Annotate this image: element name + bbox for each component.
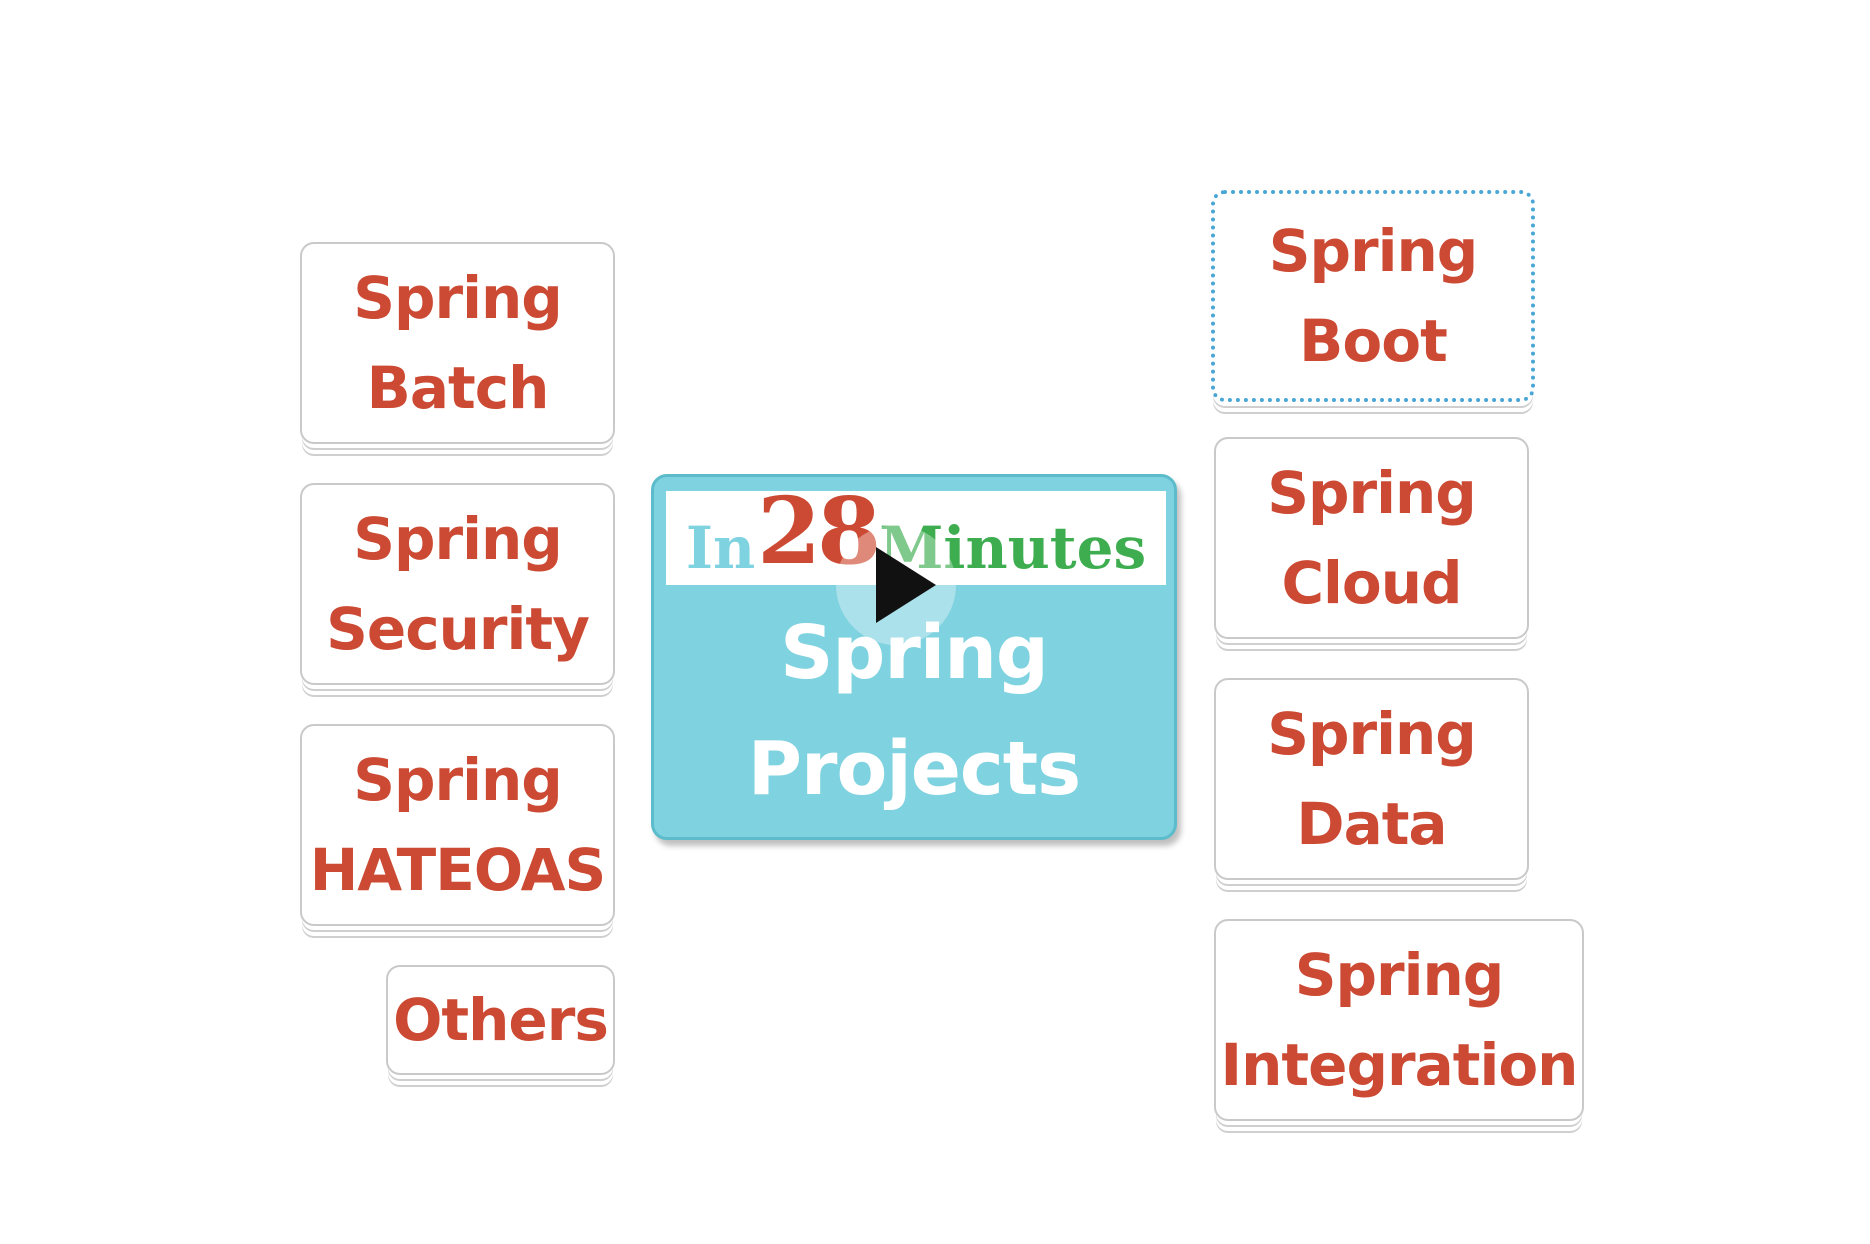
node-spring-data[interactable]: Spring Data (1214, 678, 1529, 880)
central-title-line2: Projects (747, 726, 1081, 812)
node-label-line2: Cloud (1281, 549, 1462, 617)
node-spring-integration[interactable]: Spring Integration (1214, 919, 1584, 1121)
node-label-line1: Spring (353, 505, 563, 573)
node-label-line2: Boot (1299, 307, 1448, 375)
node-label-line2: HATEOAS (309, 836, 607, 904)
node-label-line1: Spring (1267, 459, 1477, 527)
node-label-line1: Spring (353, 746, 563, 814)
central-title-line1: Spring (780, 610, 1049, 696)
logo-in-text: In (685, 514, 756, 582)
node-spring-batch[interactable]: Spring Batch (300, 242, 615, 444)
node-others[interactable]: Others (386, 965, 615, 1075)
node-label-line2: Data (1296, 790, 1447, 858)
play-button[interactable] (836, 525, 956, 645)
logo-number-text: 28 (757, 477, 881, 585)
node-spring-hateoas[interactable]: Spring HATEOAS (300, 724, 615, 926)
node-label-line2: Integration (1220, 1031, 1579, 1099)
node-label-line1: Spring (1267, 700, 1477, 768)
node-spring-boot[interactable]: Spring Boot (1211, 190, 1535, 402)
node-label-line2: Security (326, 595, 590, 663)
node-label-line1: Spring (353, 264, 563, 332)
play-icon (876, 547, 936, 623)
node-spring-security[interactable]: Spring Security (300, 483, 615, 685)
central-node-title: Spring Projects (654, 595, 1174, 827)
node-label-line2: Batch (366, 354, 550, 422)
node-label-line1: Spring (1268, 217, 1479, 285)
node-label-line1: Others (393, 986, 609, 1054)
node-label-line1: Spring (1294, 941, 1505, 1009)
node-spring-cloud[interactable]: Spring Cloud (1214, 437, 1529, 639)
